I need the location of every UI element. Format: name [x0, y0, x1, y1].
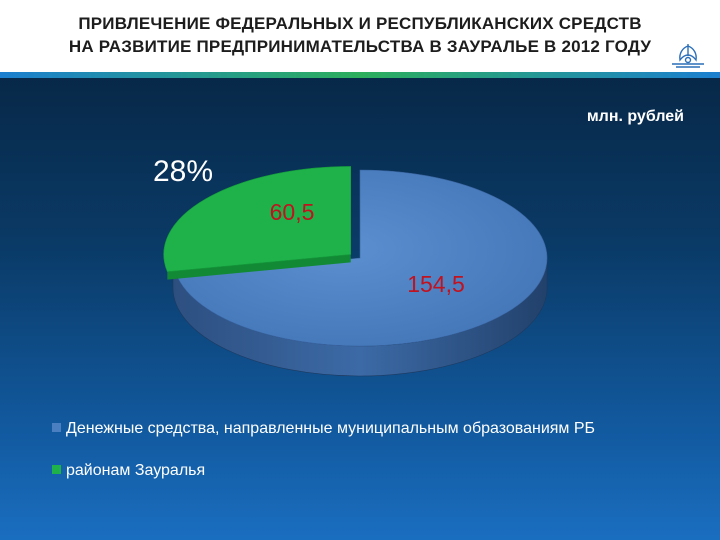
pie-slice-zauralye: [163, 166, 352, 272]
legend-item-zauralye: районам Зауралья: [52, 462, 595, 484]
unit-label: млн. рублей: [586, 108, 684, 125]
title-line-2: НА РАЗВИТИЕ ПРЕДПРИНИМАТЕЛЬСТВА В ЗАУРАЛ…: [68, 37, 652, 56]
header-bar: ПРИВЛЕЧЕНИЕ ФЕДЕРАЛЬНЫХ И РЕСПУБЛИКАНСКИ…: [0, 0, 720, 72]
legend-item-municipal: Денежные средства, направленные муниципа…: [52, 420, 595, 442]
pie-slice-municipal: [176, 169, 548, 347]
page-title: ПРИВЛЕЧЕНИЕ ФЕДЕРАЛЬНЫХ И РЕСПУБЛИКАНСКИ…: [0, 12, 720, 58]
emblem-icon: [672, 44, 704, 68]
legend-label-municipal: Денежные средства, направленные муниципа…: [66, 420, 596, 437]
percent-label: 28%: [153, 155, 213, 188]
chart-legend: Денежные средства, направленные муниципа…: [52, 420, 595, 504]
legend-marker-municipal: [52, 423, 61, 432]
header-stripe: [0, 72, 720, 78]
data-label-zauralye: 60,5: [270, 199, 315, 225]
legend-marker-zauralye: [52, 465, 61, 474]
data-label-municipal: 154,5: [407, 271, 465, 297]
legend-label-zauralye: районам Зауралья: [66, 462, 206, 479]
title-line-1: ПРИВЛЕЧЕНИЕ ФЕДЕРАЛЬНЫХ И РЕСПУБЛИКАНСКИ…: [78, 14, 642, 33]
pie-slice-side-zauralye: [167, 254, 351, 280]
